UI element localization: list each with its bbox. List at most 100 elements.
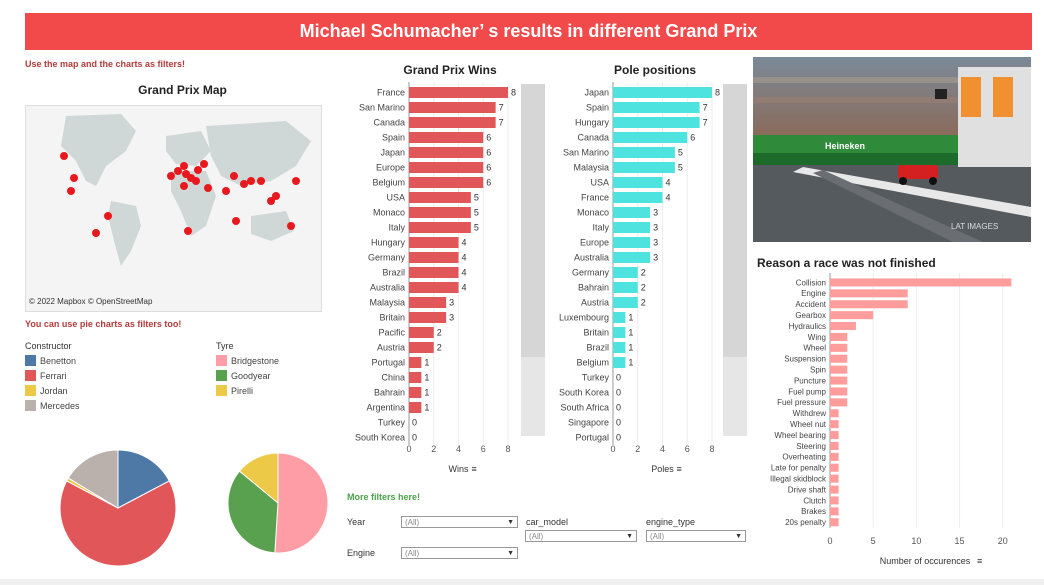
legend-item-pirelli[interactable]: Pirelli (216, 383, 279, 398)
x-tick-label: 20 (998, 536, 1008, 546)
legend-label: Pirelli (231, 385, 254, 396)
legend-item-jordan[interactable]: Jordan (25, 383, 80, 398)
x-tick-label: 5 (871, 536, 876, 546)
value-label: 8 (511, 88, 516, 98)
value-label: 4 (666, 178, 671, 188)
value-label: 0 (616, 433, 621, 443)
race-marker (180, 182, 188, 190)
value-label: 3 (449, 313, 454, 323)
pie-slice-mercedes (67, 450, 119, 509)
poles-scrollbar[interactable] (723, 84, 747, 436)
x-axis-label: Number of occurences (880, 556, 971, 566)
category-label: Hungary (371, 238, 406, 248)
race-marker (92, 229, 100, 237)
value-label: 5 (678, 163, 683, 173)
australia-shape (251, 211, 294, 241)
category-label: China (381, 373, 405, 383)
grand-prix-map[interactable]: © 2022 Mapbox © OpenStreetMap (25, 105, 322, 312)
wins-scrollbar[interactable] (521, 84, 545, 436)
legend-item-goodyear[interactable]: Goodyear (216, 368, 279, 383)
wins-scroll-thumb[interactable] (521, 84, 545, 357)
bar-spain (613, 102, 700, 113)
bar-usa (613, 177, 663, 188)
value-label: 4 (462, 238, 467, 248)
wins-bar-chart[interactable]: 0 2 4 6 8 France 8 San Marino 7 Canada 7 Spain 6 Japa… (345, 82, 557, 475)
value-label: 0 (616, 418, 621, 428)
category-label: Spin (810, 365, 826, 374)
pie-slice-benetton (117, 450, 170, 509)
category-label: Withdrew (793, 409, 827, 418)
category-label: Australia (574, 253, 609, 263)
category-label: Steering (796, 442, 826, 451)
category-label: Japan (380, 148, 405, 158)
poles-scroll-thumb[interactable] (723, 84, 747, 357)
year-filter-value: (All) (405, 517, 420, 527)
legend-item-benetton[interactable]: Benetton (25, 353, 80, 368)
bar-austria (613, 297, 638, 308)
bar-accident (830, 300, 908, 309)
constructor-legend[interactable]: Benetton Ferrari Jordan Mercedes (25, 353, 80, 413)
bar-wheel (830, 343, 848, 352)
category-label: Austria (581, 298, 609, 308)
bar-france (409, 87, 508, 98)
bar-suspension (830, 354, 848, 363)
race-marker (67, 187, 75, 195)
reason-bar-chart[interactable]: 0 5 10 15 20 Collision Engine Accident Gearbox Hy… (753, 273, 1033, 573)
category-label: USA (590, 178, 609, 188)
map-title: Grand Prix Map (138, 83, 227, 97)
category-label: Bahrain (578, 283, 609, 293)
bar-gearbox (830, 311, 874, 320)
tyre-pie-chart[interactable] (225, 450, 335, 560)
category-label: 20s penalty (785, 518, 826, 527)
race-marker (287, 222, 295, 230)
value-label: 2 (437, 343, 442, 353)
category-label: Clutch (803, 496, 826, 505)
x-axis-label: Poles (651, 464, 674, 474)
race-marker (184, 227, 192, 235)
x-tick-label: 6 (685, 444, 690, 454)
value-label: 1 (628, 358, 633, 368)
category-label: Puncture (794, 376, 827, 385)
legend-swatch (25, 400, 36, 411)
race-photo: Heineken LAT IMAGES (753, 57, 1031, 242)
x-tick-label: 8 (709, 444, 714, 454)
legend-label: Goodyear (231, 370, 271, 381)
car-model-filter-select[interactable]: (All) ▼ (525, 530, 637, 542)
race-marker (247, 177, 255, 185)
engine-type-filter-select[interactable]: (All) ▼ (646, 530, 746, 542)
constructor-pie-chart[interactable] (60, 450, 180, 570)
category-label: Late for penalty (771, 464, 826, 473)
category-label: South Korea (559, 388, 609, 398)
tyre-legend[interactable]: Bridgestone Goodyear Pirelli (216, 353, 279, 398)
category-label: Bahrain (374, 388, 405, 398)
legend-item-bridgestone[interactable]: Bridgestone (216, 353, 279, 368)
x-tick-label: 10 (911, 536, 921, 546)
category-label: Canada (373, 118, 405, 128)
poles-bar-chart[interactable]: 0 2 4 6 8 Japan 8 Spain 7 Hungary 7 Canada 6 San Mari… (550, 82, 762, 475)
x-tick-label: 4 (456, 444, 461, 454)
bar-steering (830, 441, 839, 450)
legend-item-mercedes[interactable]: Mercedes (25, 398, 80, 413)
value-label: 1 (628, 343, 633, 353)
engine-filter-select[interactable]: (All) ▼ (401, 547, 518, 559)
category-label: Britain (379, 313, 405, 323)
race-marker (174, 167, 182, 175)
category-label: Overheating (782, 453, 826, 462)
race-marker (194, 166, 202, 174)
legend-swatch (25, 385, 36, 396)
europe-shape (166, 131, 211, 166)
category-label: South Korea (355, 433, 405, 443)
legend-item-ferrari[interactable]: Ferrari (25, 368, 80, 383)
sort-icon: ≡ (977, 556, 982, 566)
map-credit: © 2022 Mapbox © OpenStreetMap (29, 297, 153, 306)
category-label: San Marino (563, 148, 609, 158)
year-filter-select[interactable]: (All) ▼ (401, 516, 518, 528)
tyre-legend-title: Tyre (216, 341, 234, 351)
bar-france (613, 192, 663, 203)
value-label: 6 (486, 148, 491, 158)
race-marker (104, 212, 112, 220)
bar-wing (830, 332, 848, 341)
category-label: Wheel bearing (774, 431, 826, 440)
bar-fuel-pressure (830, 398, 848, 407)
bar-hungary (613, 117, 700, 128)
